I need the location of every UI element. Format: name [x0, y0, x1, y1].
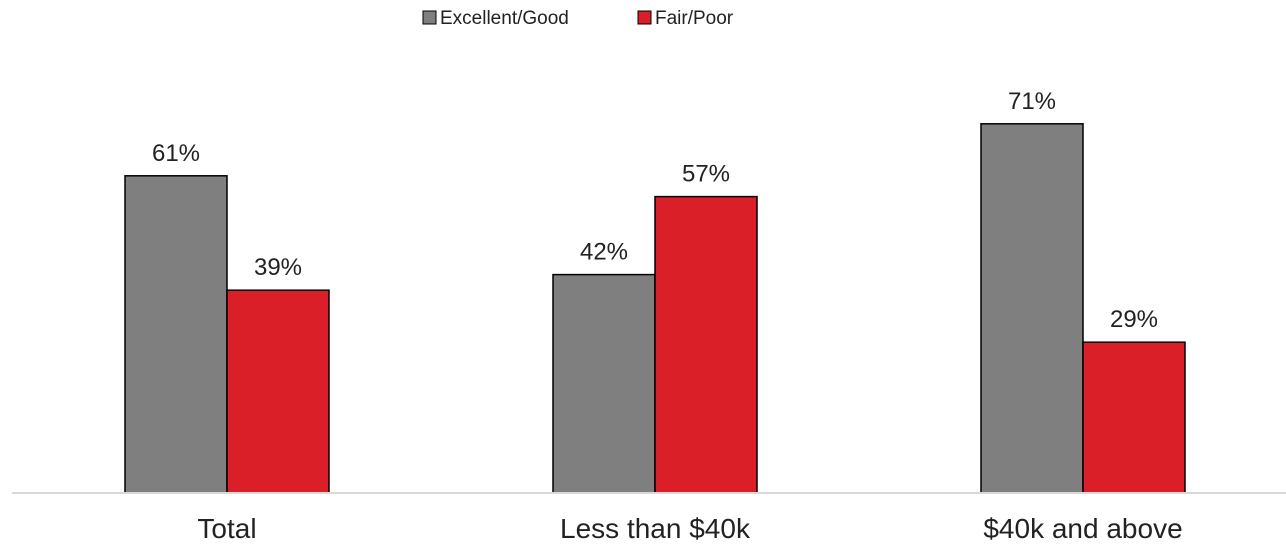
legend-swatch-excellent-good: [422, 10, 437, 25]
bar-fair-poor-40k-and-above: [1082, 341, 1186, 494]
data-label-excellent-good-total: 61%: [152, 140, 200, 167]
legend-label-fair-poor: Fair/Poor: [655, 8, 734, 29]
legend-label-excellent-good: Excellent/Good: [440, 8, 569, 29]
legend-swatch-fair-poor: [637, 10, 652, 25]
category-label-total: Total: [197, 513, 256, 544]
bar-excellent-good-less-than-40k: [552, 273, 656, 494]
legend: Excellent/Good Fair/Poor: [422, 8, 734, 29]
data-label-fair-poor-40k-and-above: 29%: [1110, 306, 1158, 333]
bar-fair-poor-total: [226, 289, 330, 494]
data-label-excellent-good-40k-and-above: 71%: [1008, 88, 1056, 115]
category-labels-group: Total Less than $40k $40k and above: [197, 513, 1182, 544]
data-labels-group: 61% 39% 42% 57% 71% 29%: [152, 88, 1158, 333]
data-label-fair-poor-total: 39%: [254, 254, 302, 281]
data-label-excellent-good-less-than-40k: 42%: [580, 239, 628, 266]
bar-excellent-good-40k-and-above: [980, 123, 1084, 494]
bar-excellent-good-total: [124, 175, 228, 494]
bars-group: [124, 123, 1186, 494]
category-label-less-than-40k: Less than $40k: [560, 513, 751, 544]
bar-fair-poor-less-than-40k: [654, 195, 758, 494]
category-label-40k-and-above: $40k and above: [983, 513, 1182, 544]
data-label-fair-poor-less-than-40k: 57%: [682, 161, 730, 188]
